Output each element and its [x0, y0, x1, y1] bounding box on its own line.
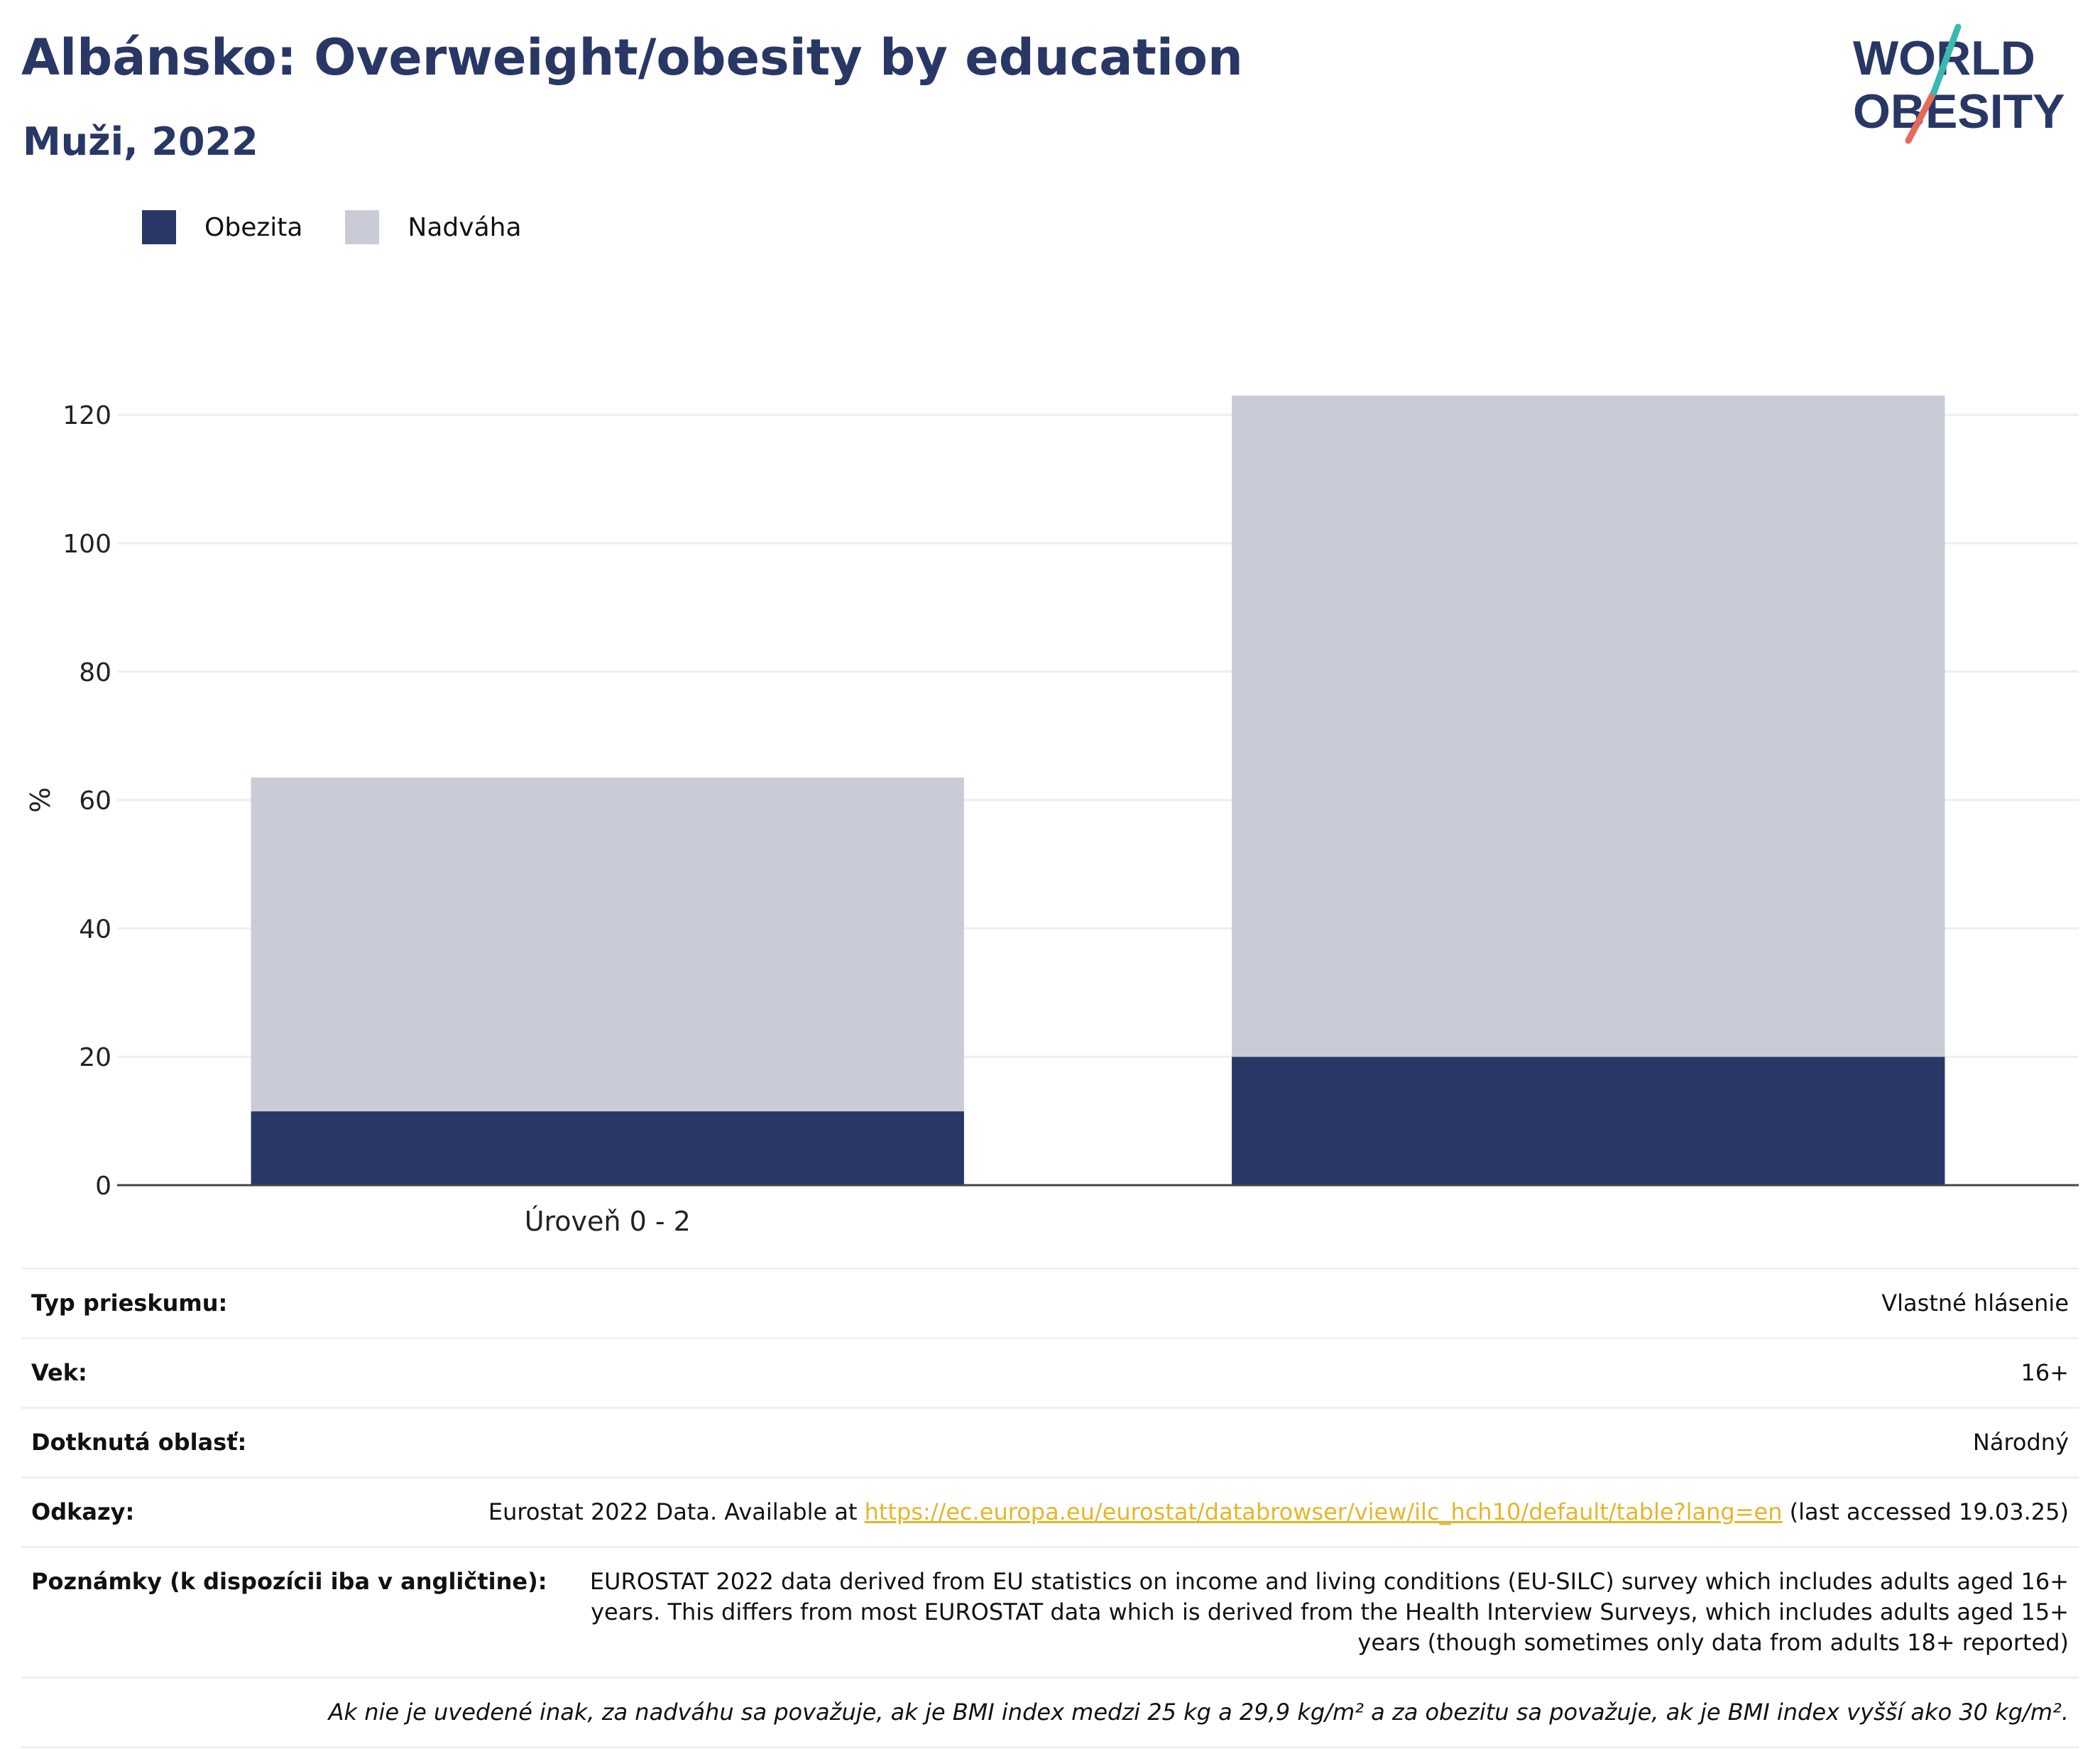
y-tick-label: 60 — [79, 787, 111, 816]
chart-subtitle: Muži, 2022 — [23, 119, 258, 164]
age-label: Vek: — [31, 1359, 87, 1386]
area-label: Dotknutá oblasť: — [31, 1429, 247, 1456]
legend-item-obesity[interactable]: Obezita — [142, 210, 302, 244]
legend-label-overweight: Nadváha — [408, 212, 522, 242]
y-tick-label: 120 — [62, 401, 111, 430]
bmi-footnote: Ak nie je uvedené inak, za nadváhu sa po… — [328, 1699, 2069, 1726]
y-tick-label: 80 — [79, 658, 111, 687]
references-label: Odkazy: — [31, 1498, 135, 1525]
bar-obesity — [1232, 1057, 1945, 1185]
age-value: 16+ — [2020, 1359, 2069, 1386]
survey-type-value: Vlastné hlásenie — [1881, 1290, 2069, 1317]
chart-legend: Obezita Nadváha — [142, 210, 564, 244]
y-tick-label: 40 — [79, 915, 111, 944]
chart-title: Albánsko: Overweight/obesity by educatio… — [21, 28, 1243, 87]
notes-value: EUROSTAT 2022 data derived from EU stati… — [589, 1568, 2069, 1656]
survey-type-label: Typ prieskumu: — [31, 1290, 228, 1317]
x-tick-label: Úroveň 0 - 2 — [525, 1206, 691, 1237]
bar-chart: 0 20 40 60 80 100 120% Úroveň 0 - 2 — [25, 396, 2079, 1237]
info-row-notes: Poznámky (k dispozícii iba v angličtine)… — [21, 1546, 2079, 1677]
info-row-survey-type: Typ prieskumu: Vlastné hlásenie — [21, 1268, 2079, 1337]
y-tick-label: 0 — [95, 1172, 111, 1201]
bar-obesity — [251, 1111, 964, 1185]
references-prefix: Eurostat 2022 Data. Available at — [488, 1498, 865, 1525]
info-row-footnote: Ak nie je uvedené inak, za nadváhu sa po… — [21, 1677, 2079, 1748]
y-tick-label: 20 — [79, 1043, 111, 1072]
bar-overweight — [1232, 396, 1945, 1057]
legend-label-obesity: Obezita — [204, 212, 303, 242]
legend-item-overweight[interactable]: Nadváha — [345, 210, 522, 244]
y-axis-label: % — [25, 788, 56, 813]
eurostat-link[interactable]: https://ec.europa.eu/eurostat/databrowse… — [864, 1498, 1783, 1525]
references-suffix: (last accessed 19.03.25) — [1782, 1498, 2069, 1525]
bar-overweight — [251, 777, 964, 1112]
references-value: Eurostat 2022 Data. Available at https:/… — [488, 1497, 2069, 1527]
y-tick-label: 100 — [62, 530, 111, 559]
area-value: Národný — [1972, 1429, 2069, 1456]
legend-swatch-overweight — [345, 210, 380, 244]
info-row-references: Odkazy: Eurostat 2022 Data. Available at… — [21, 1476, 2079, 1546]
info-row-area: Dotknutá oblasť: Národný — [21, 1407, 2079, 1476]
info-table: Typ prieskumu: Vlastné hlásenie Vek: 16+… — [21, 1268, 2079, 1748]
info-row-age: Vek: 16+ — [21, 1337, 2079, 1407]
world-obesity-logo: WORLD OBESITY — [1853, 23, 2065, 144]
legend-swatch-obesity — [142, 210, 176, 244]
logo-line2: OBESITY — [1853, 85, 2065, 138]
notes-label: Poznámky (k dispozícii iba v angličtine)… — [31, 1568, 547, 1595]
